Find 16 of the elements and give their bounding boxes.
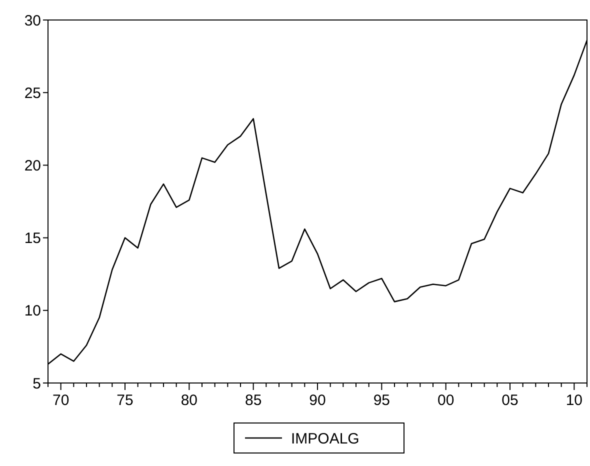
y-tick-label: 10 (24, 302, 41, 320)
y-tick-label: 25 (24, 84, 41, 102)
x-tick-label: 10 (566, 392, 583, 409)
x-tick-label: 80 (180, 392, 198, 409)
y-tick-label: 15 (24, 230, 41, 248)
x-tick-label: 05 (502, 392, 518, 409)
x-tick-label: 85 (244, 392, 262, 409)
x-tick-label: 75 (116, 392, 134, 409)
y-tick-label: 30 (24, 12, 41, 30)
y-tick-label: 20 (24, 157, 41, 174)
x-tick-label: 70 (52, 392, 70, 409)
y-tick-label: 5 (32, 375, 41, 392)
x-tick-label: 90 (309, 392, 326, 409)
legend-label: IMPOALG (291, 430, 360, 448)
x-tick-label: 00 (437, 392, 454, 409)
x-tick-label: 95 (373, 392, 390, 409)
